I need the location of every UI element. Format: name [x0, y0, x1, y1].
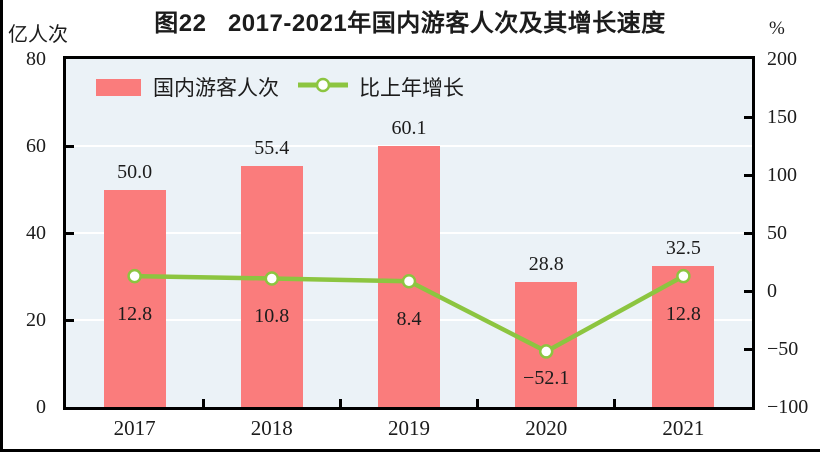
right-axis-tick-label: 200 — [767, 48, 797, 70]
right-axis-tick-label: −50 — [767, 338, 799, 360]
left-tick — [66, 144, 74, 148]
right-tick — [744, 231, 752, 235]
line-value-label: 10.8 — [254, 305, 290, 328]
left-tick — [66, 231, 74, 235]
bar-value-label: 50.0 — [117, 160, 153, 183]
chart-title: 图22 2017-2021年国内游客人次及其增长速度 — [154, 10, 666, 37]
bottom-tick — [613, 399, 617, 407]
right-axis-tick-label: 0 — [767, 280, 777, 302]
legend-bar-swatch-icon — [96, 78, 141, 96]
x-axis-label-2021: 2021 — [662, 416, 705, 440]
line-value-label: −52.1 — [523, 367, 570, 390]
x-axis-label-2017: 2017 — [113, 416, 156, 440]
right-axis-unit: % — [769, 18, 785, 39]
left-axis-tick-label: 60 — [26, 135, 46, 157]
left-axis-unit: 亿人次 — [8, 24, 68, 46]
line-marker-2019 — [401, 274, 417, 289]
bottom-tick — [201, 399, 205, 407]
right-tick — [744, 289, 752, 293]
bar-value-label: 32.5 — [665, 236, 701, 259]
bar-value-label: 28.8 — [528, 252, 564, 275]
right-axis-tick-label: 150 — [767, 106, 797, 128]
right-tick — [744, 115, 752, 119]
line-marker-2017 — [127, 268, 142, 284]
line-value-label: 8.4 — [396, 308, 422, 331]
bar-value-label: 55.4 — [254, 137, 290, 159]
bottom-tick — [338, 399, 342, 407]
line-marker-2021 — [676, 268, 691, 284]
page-left-border — [0, 0, 3, 452]
right-axis-tick-label: 100 — [767, 164, 797, 186]
left-tick — [66, 318, 74, 322]
line-marker-2018 — [264, 271, 280, 286]
right-tick — [744, 173, 752, 177]
bottom-tick — [476, 399, 480, 407]
bar-2017 — [103, 189, 166, 407]
bar-2018 — [240, 166, 303, 407]
line-value-label: 12.8 — [665, 303, 701, 326]
right-axis-tick-label: −100 — [767, 396, 809, 418]
bar-value-label: 60.1 — [391, 116, 427, 139]
x-axis-label-2020: 2020 — [525, 416, 568, 440]
left-axis-tick-label: 80 — [26, 48, 46, 70]
plot-area — [63, 56, 755, 410]
right-axis-tick-label: 50 — [767, 222, 787, 244]
line-marker-2020 — [538, 344, 554, 359]
line-value-label: 12.8 — [117, 303, 153, 326]
right-tick — [744, 347, 752, 351]
legend-line-label: 比上年增长 — [359, 76, 464, 100]
x-axis-label-2019: 2019 — [388, 416, 430, 440]
left-axis-tick-label: 40 — [26, 222, 46, 244]
legend-line-swatch-icon — [297, 75, 349, 100]
legend-bar-label: 国内游客人次 — [153, 76, 279, 100]
growth-line-series — [127, 268, 691, 359]
left-axis-tick-label: 0 — [36, 396, 46, 418]
page-bottom-border — [0, 449, 820, 452]
legend: 国内游客人次 比上年增长 — [96, 72, 482, 102]
x-axis-label-2018: 2018 — [250, 416, 293, 440]
left-axis-tick-label: 20 — [26, 309, 46, 331]
